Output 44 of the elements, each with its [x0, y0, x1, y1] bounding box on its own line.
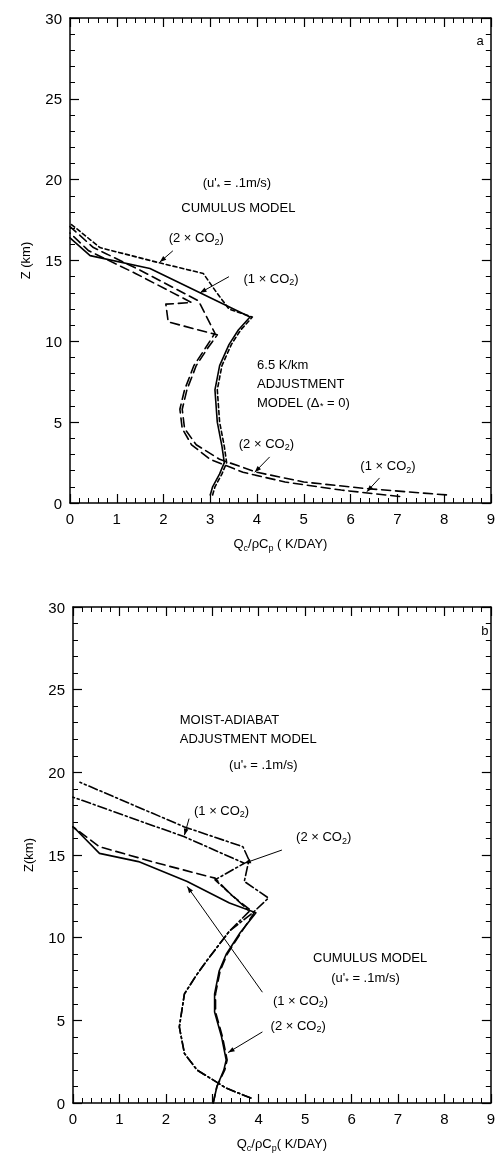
x-tick-label: 2 — [161, 1110, 171, 1127]
y-axis-title: Z(km) — [21, 838, 36, 872]
x-tick-label: 8 — [440, 1110, 449, 1127]
y-tick-label: 10 — [45, 332, 62, 350]
x-tick-label: 7 — [393, 1110, 403, 1127]
y-tick-label: 20 — [45, 171, 62, 189]
x-tick-label: 5 — [299, 510, 308, 527]
y-tick-label: 25 — [45, 90, 62, 108]
x-tick-label: 9 — [486, 1110, 495, 1127]
x-tick-label: 6 — [346, 510, 355, 527]
x-tick-label: 4 — [254, 1110, 263, 1127]
y-tick-label: 15 — [48, 846, 65, 864]
x-tick-label: 6 — [347, 1110, 356, 1127]
annotation: CUMULUS MODEL — [181, 199, 296, 215]
y-axis-title: Z (km) — [18, 241, 33, 280]
x-tick-label: 0 — [68, 1110, 78, 1127]
x-tick-label: 7 — [393, 510, 402, 527]
y-tick-label: 30 — [45, 9, 62, 27]
annotation: MOIST-ADIABAT ADJUSTMENT MODEL — [179, 712, 317, 747]
y-tick-label: 0 — [53, 494, 62, 512]
x-tick-label: 4 — [252, 510, 262, 527]
x-tick-label: 2 — [159, 510, 168, 527]
annotation: b — [481, 622, 489, 638]
x-tick-label: 8 — [439, 510, 449, 527]
annotation: CUMULUS MODEL — [313, 950, 428, 966]
y-tick-label: 20 — [48, 763, 65, 781]
y-tick-label: 30 — [48, 598, 65, 616]
x-tick-label: 9 — [486, 510, 495, 527]
x-tick-label: 1 — [112, 510, 121, 527]
annotation: (u'* = .1m/s) — [229, 756, 298, 774]
annotation: 6.5 K/km ADJUSTMENT MODEL (Δ* = 0) — [257, 356, 350, 412]
y-tick-label: 25 — [48, 681, 65, 699]
annotation: (u'* = .1m/s) — [331, 969, 400, 987]
annotation: a — [476, 33, 485, 49]
annotation: (u'* = .1m/s) — [202, 175, 272, 192]
y-tick-label: 10 — [48, 929, 65, 947]
y-tick-label: 5 — [56, 1011, 65, 1029]
x-tick-label: 5 — [300, 1110, 310, 1127]
x-tick-label: 1 — [115, 1110, 124, 1127]
x-tick-label: 3 — [208, 1110, 217, 1127]
x-tick-label: 3 — [206, 510, 215, 527]
y-tick-label: 5 — [53, 413, 62, 431]
y-tick-label: 0 — [56, 1094, 65, 1112]
y-tick-label: 15 — [45, 252, 62, 269]
